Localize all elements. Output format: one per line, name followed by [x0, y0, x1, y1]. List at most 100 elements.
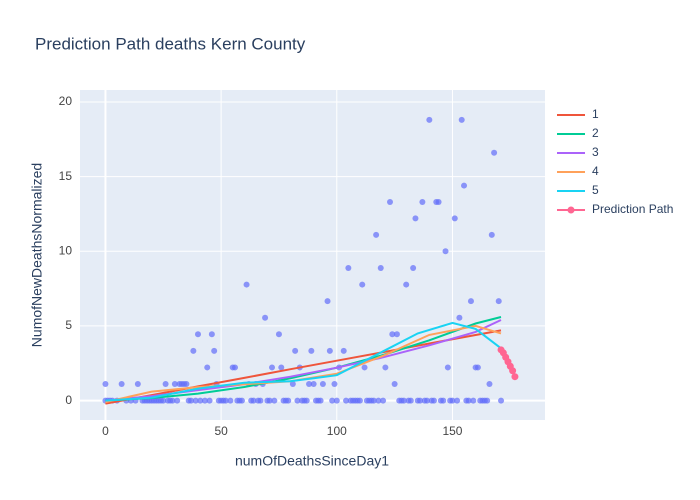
- point: [238, 397, 245, 404]
- point: [289, 381, 296, 388]
- point: [359, 281, 366, 288]
- point: [169, 397, 176, 404]
- point: [211, 347, 218, 354]
- point: [326, 347, 333, 354]
- point: [190, 347, 197, 354]
- point: [343, 397, 350, 404]
- point: [511, 373, 519, 381]
- point: [495, 298, 502, 305]
- point: [118, 381, 125, 388]
- point: [250, 397, 257, 404]
- point: [444, 364, 451, 371]
- point: [257, 397, 264, 404]
- point: [380, 397, 387, 404]
- point: [509, 367, 517, 375]
- point: [310, 381, 317, 388]
- point: [407, 397, 414, 404]
- point: [266, 397, 273, 404]
- point: [271, 397, 278, 404]
- legend-label: 5: [592, 183, 599, 197]
- point: [465, 397, 472, 404]
- x-tick-label: 50: [214, 424, 228, 438]
- point: [449, 397, 456, 404]
- point: [285, 397, 292, 404]
- point: [451, 215, 458, 222]
- point: [456, 314, 463, 321]
- point: [183, 381, 190, 388]
- legend-label: 3: [592, 145, 599, 159]
- y-tick-label: 15: [59, 169, 73, 183]
- chart-title: Prediction Path deaths Kern County: [35, 34, 306, 53]
- point: [442, 248, 449, 255]
- y-tick-label: 0: [65, 393, 72, 407]
- point: [440, 397, 447, 404]
- point: [410, 264, 417, 271]
- point: [329, 397, 336, 404]
- y-tick-label: 5: [65, 318, 72, 332]
- point: [474, 364, 481, 371]
- x-tick-label: 150: [442, 424, 462, 438]
- point: [188, 397, 195, 404]
- point: [222, 397, 229, 404]
- point: [331, 381, 338, 388]
- point: [292, 347, 299, 354]
- fit-line: [105, 321, 502, 402]
- point: [102, 381, 109, 388]
- x-axis-title: numOfDeathsSinceDay1: [235, 453, 389, 469]
- point: [491, 149, 498, 156]
- legend-label: 1: [592, 107, 599, 121]
- point: [201, 397, 208, 404]
- point: [333, 397, 340, 404]
- point: [340, 347, 347, 354]
- point: [345, 264, 352, 271]
- point: [435, 198, 442, 205]
- point: [393, 331, 400, 338]
- point: [192, 397, 199, 404]
- point: [206, 397, 213, 404]
- y-axis-title: NumofNewDeathsNormalized: [29, 163, 45, 347]
- point: [361, 364, 368, 371]
- point: [430, 397, 437, 404]
- point: [412, 215, 419, 222]
- point: [417, 397, 424, 404]
- y-tick-label: 10: [59, 243, 73, 257]
- point: [375, 397, 382, 404]
- point: [243, 281, 250, 288]
- point: [171, 381, 178, 388]
- point: [426, 116, 433, 123]
- point: [134, 381, 141, 388]
- point: [387, 198, 393, 205]
- point: [194, 331, 201, 338]
- point: [400, 397, 407, 404]
- point: [382, 364, 389, 371]
- plot-area: [80, 90, 545, 420]
- point: [498, 397, 505, 404]
- legend-label: 4: [592, 164, 599, 178]
- point: [160, 397, 167, 404]
- point: [303, 397, 310, 404]
- point: [467, 298, 474, 305]
- point: [269, 364, 276, 371]
- point: [424, 397, 431, 404]
- point: [470, 397, 477, 404]
- point: [488, 231, 495, 238]
- point: [356, 397, 363, 404]
- point: [308, 347, 315, 354]
- point: [370, 397, 377, 404]
- point: [373, 231, 380, 238]
- point: [227, 397, 234, 404]
- point: [324, 298, 331, 305]
- plot-layer: [102, 116, 519, 405]
- legend-label: 2: [592, 126, 599, 140]
- x-tick-label: 100: [327, 424, 347, 438]
- point: [294, 397, 301, 404]
- point: [204, 364, 211, 371]
- point: [262, 314, 269, 321]
- x-tick-label: 0: [102, 424, 109, 438]
- point: [403, 281, 410, 288]
- point: [232, 364, 238, 371]
- point: [391, 381, 398, 388]
- point: [278, 364, 285, 371]
- point: [419, 198, 426, 205]
